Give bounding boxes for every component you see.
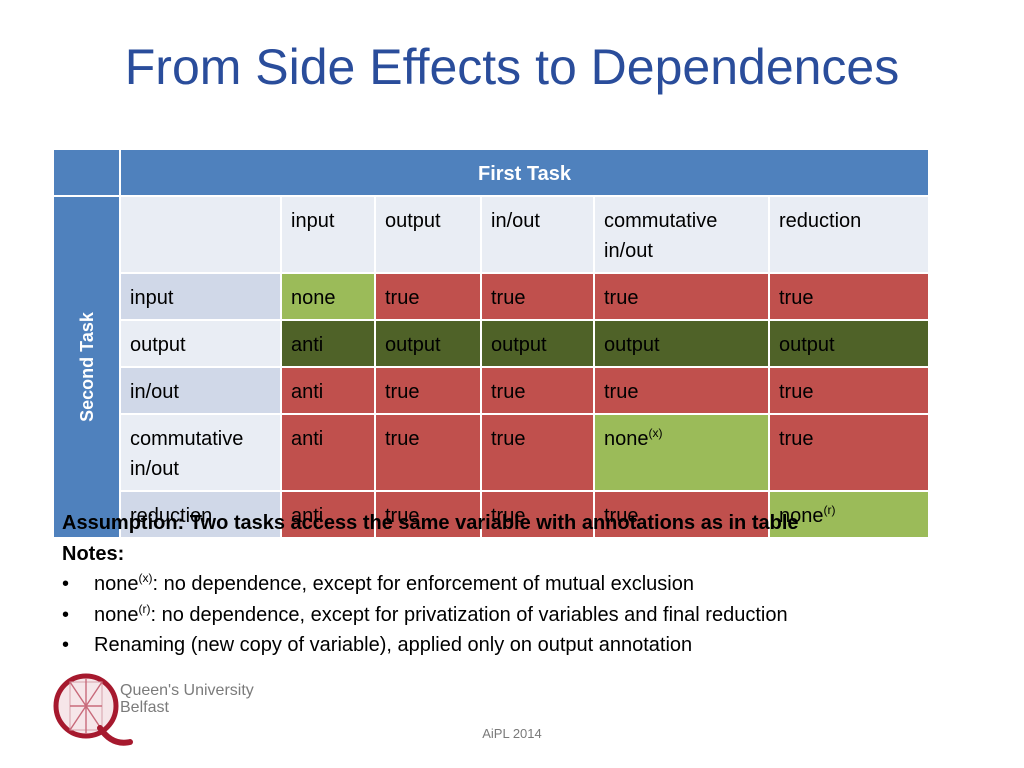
table-row: in/out anti true true true true <box>53 366 930 415</box>
cell-value: true <box>604 381 639 403</box>
table-cell: true <box>374 490 482 539</box>
note-text: : no dependence, except for enforcement … <box>152 573 694 595</box>
cell-value: true <box>604 287 639 309</box>
table-cell: anti <box>280 319 376 368</box>
table-row: input none true true true true <box>53 272 930 321</box>
table-cell: output <box>768 319 930 368</box>
bullet: • <box>62 603 70 626</box>
row-header: commutative in/out <box>119 413 282 492</box>
bullet: • <box>62 634 70 656</box>
table-cell: true <box>374 272 482 321</box>
cell-value: true <box>491 505 526 527</box>
footer-text: AiPL 2014 <box>482 726 542 741</box>
row-header: input <box>119 272 282 321</box>
queens-university-logo <box>53 673 133 746</box>
cell-value: anti <box>291 428 324 450</box>
notes-list: • none(x): no dependence, except for enfo… <box>62 569 962 661</box>
slide-title: From Side Effects to Dependences <box>124 39 900 95</box>
second-task-header: Second Task <box>52 195 121 539</box>
note-sup: (r) <box>138 601 151 616</box>
assumption-text: Assumption: Two tasks access the same va… <box>62 512 799 534</box>
cell-value: output <box>385 334 441 356</box>
cell-value: true <box>491 381 526 403</box>
cell-value: true <box>491 287 526 309</box>
cell-value: output <box>604 334 660 356</box>
table-row: reduction anti true true true none(r) <box>53 490 930 539</box>
cell-value: true <box>604 505 639 527</box>
note-item: • none(x): no dependence, except for enfo… <box>62 569 962 600</box>
table-cell: true <box>768 272 930 321</box>
row-header: in/out <box>119 366 282 415</box>
note-sup: (x) <box>138 571 153 585</box>
table-cell: anti <box>280 366 376 415</box>
table-cell: anti <box>280 490 376 539</box>
notes-section: Assumption: Two tasks access the same va… <box>62 508 962 661</box>
table-cell: output <box>480 319 595 368</box>
table-row: output anti output output output output <box>53 319 930 368</box>
cell-value: none <box>779 505 824 527</box>
note-term: none <box>94 603 139 626</box>
cell-value: true <box>779 381 814 403</box>
cell-value: none <box>291 287 336 309</box>
table-cell: true <box>374 413 482 492</box>
cell-superscript: (r) <box>823 503 836 517</box>
dependence-table: First Task Second Task input output in/o… <box>52 148 930 539</box>
notes-heading: Notes: <box>62 542 125 565</box>
table-cell: output <box>374 319 482 368</box>
note-item: • none(r): no dependence, except for priv… <box>62 600 962 631</box>
table-cell: none <box>280 272 376 321</box>
table-cell: true <box>480 366 595 415</box>
table-corner-cell <box>52 148 121 197</box>
first-task-header: First Task <box>119 148 930 197</box>
table-cell: true <box>374 366 482 415</box>
note-item: • Renaming (new copy of variable), applie… <box>62 630 962 661</box>
column-header: in/out <box>480 195 595 274</box>
column-header: commutative in/out <box>593 195 770 274</box>
table-cell: none(r) <box>768 490 930 539</box>
table-cell: true <box>593 366 770 415</box>
table-cell: true <box>480 490 595 539</box>
table-row: commutative in/out anti true true none(x… <box>53 413 930 492</box>
cell-value: true <box>491 428 526 450</box>
column-header: input <box>280 195 376 274</box>
row-header: reduction <box>119 490 282 539</box>
logo-text: Queen's University Belfast <box>120 682 254 716</box>
table-cell: true <box>593 490 770 539</box>
table-cell: none(x) <box>593 413 770 492</box>
column-header: reduction <box>768 195 930 274</box>
cell-value: true <box>385 428 420 450</box>
cell-value: true <box>385 381 420 403</box>
table-cell: true <box>480 413 595 492</box>
cell-superscript: (x) <box>648 426 663 440</box>
cell-value: true <box>779 287 814 309</box>
table-cell: true <box>593 272 770 321</box>
table-cell: true <box>768 366 930 415</box>
table-cell: anti <box>280 413 376 492</box>
cell-value: true <box>385 287 420 309</box>
cell-value: true <box>779 428 814 450</box>
cell-value: anti <box>291 334 324 356</box>
column-header-blank <box>119 195 282 274</box>
note-text: : no dependence, except for privatizatio… <box>150 603 788 626</box>
cell-value: true <box>385 505 420 527</box>
cell-value: output <box>779 334 835 356</box>
cell-value: none <box>604 428 649 450</box>
note-text: Renaming (new copy of variable), applied… <box>94 634 693 656</box>
column-header: output <box>374 195 482 274</box>
note-term: none <box>94 573 139 595</box>
logo-line-1: Queen's University <box>120 682 254 699</box>
cell-value: output <box>491 334 547 356</box>
logo-line-2: Belfast <box>120 699 169 716</box>
table-cell: true <box>480 272 595 321</box>
row-header: output <box>119 319 282 368</box>
table-cell: true <box>768 413 930 492</box>
bullet: • <box>62 573 70 595</box>
second-task-label: Second Task <box>76 312 97 422</box>
cell-value: anti <box>291 505 324 527</box>
table-cell: output <box>593 319 770 368</box>
cell-value: anti <box>291 381 324 403</box>
